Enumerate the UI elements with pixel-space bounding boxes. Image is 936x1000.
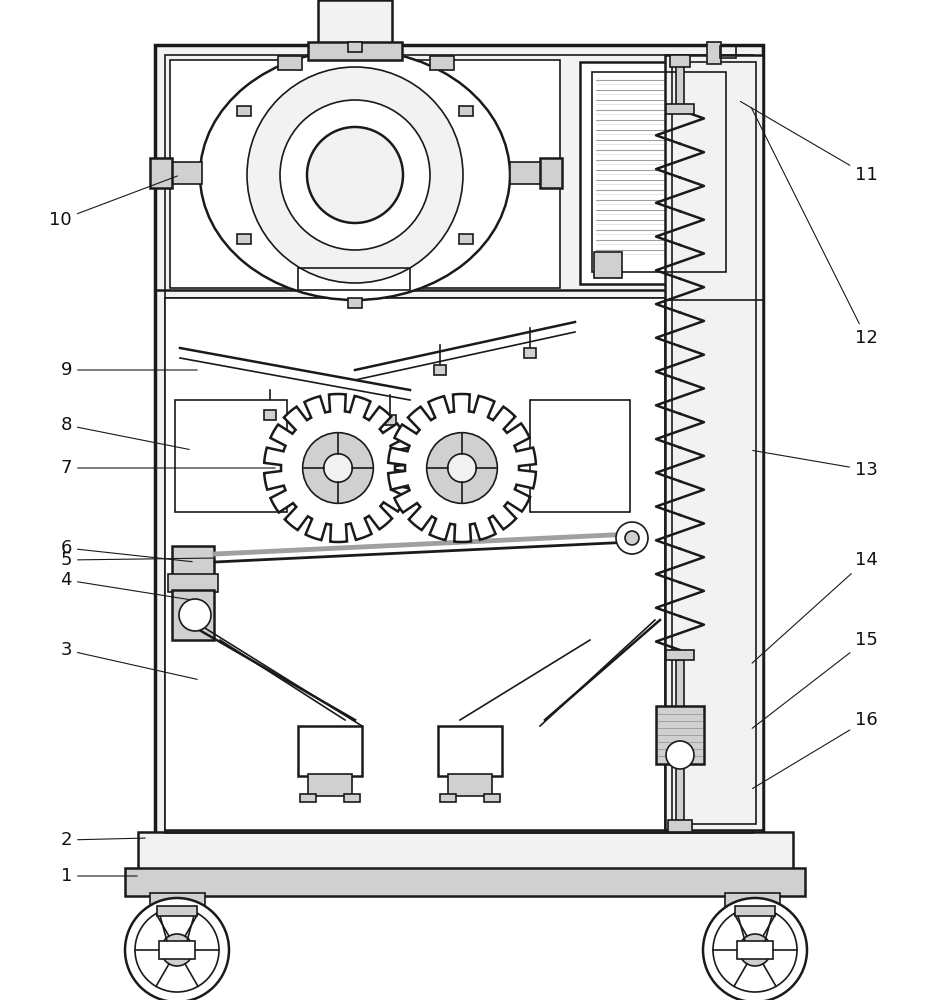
Circle shape [124,898,228,1000]
Bar [593,252,622,278]
Bar [430,56,454,70]
Polygon shape [264,394,412,542]
Bar [592,72,725,272]
Text: 5: 5 [61,551,215,569]
Bar [459,106,473,116]
Bar [298,268,410,290]
Bar [675,660,683,708]
Ellipse shape [199,50,509,300]
Bar [317,0,391,46]
Bar [675,58,683,106]
Bar [665,55,762,830]
Bar [300,794,315,802]
Circle shape [426,433,497,503]
Bar [667,820,692,832]
Bar [264,410,276,420]
Bar [308,42,402,60]
Bar [737,941,772,959]
Bar [665,104,694,114]
Bar [347,42,361,52]
Bar [157,912,198,922]
Text: 4: 4 [61,571,189,600]
Circle shape [665,741,694,769]
Bar [124,868,804,896]
Bar [719,46,735,58]
Bar [459,234,473,244]
Bar [172,590,213,640]
Text: 9: 9 [61,361,197,379]
Bar [138,832,792,870]
Bar [150,158,172,188]
Bar [159,941,195,959]
Bar [530,400,629,512]
Bar [165,55,753,833]
Bar [237,106,251,116]
Circle shape [179,599,211,631]
Bar [484,794,500,802]
Text: 15: 15 [752,631,877,728]
Bar [447,774,491,796]
Bar [308,774,352,796]
Bar [655,706,703,764]
Text: 12: 12 [751,107,877,347]
Bar [523,348,535,358]
Circle shape [702,898,806,1000]
Circle shape [307,127,402,223]
Circle shape [739,934,770,966]
Text: 7: 7 [61,459,275,477]
Bar [724,893,779,915]
Bar [298,726,361,776]
Text: 13: 13 [752,450,877,479]
Bar [169,60,560,288]
Bar [384,415,396,425]
Bar [509,162,541,184]
Bar [150,893,205,915]
Bar [671,62,755,824]
Bar [669,55,689,67]
Text: 1: 1 [61,867,137,885]
Circle shape [615,522,648,554]
Bar [579,62,738,284]
Circle shape [447,454,475,482]
Bar [165,298,665,832]
Bar [175,400,286,512]
Circle shape [302,433,373,503]
Text: 10: 10 [50,176,177,229]
Bar [157,906,197,916]
Bar [440,794,456,802]
Circle shape [280,100,430,250]
Bar [344,794,359,802]
Bar [154,45,762,835]
Circle shape [324,454,352,482]
Bar [278,56,301,70]
Polygon shape [388,394,535,542]
Bar [168,574,218,592]
Bar [734,906,774,916]
Bar [731,912,773,922]
Bar [172,546,213,576]
Bar [433,365,446,375]
Text: 2: 2 [61,831,145,849]
Bar [347,298,361,308]
Bar [675,762,683,824]
Bar [707,42,720,64]
Bar [437,726,502,776]
Text: 14: 14 [752,551,877,663]
Circle shape [624,531,638,545]
Bar [237,234,251,244]
Bar [665,650,694,660]
Text: 6: 6 [61,539,192,562]
Text: 11: 11 [739,101,877,184]
Circle shape [161,934,193,966]
Circle shape [247,67,462,283]
Text: 8: 8 [61,416,189,449]
Text: 3: 3 [61,641,197,679]
Text: 16: 16 [752,711,877,789]
Bar [539,158,562,188]
Bar [169,162,202,184]
